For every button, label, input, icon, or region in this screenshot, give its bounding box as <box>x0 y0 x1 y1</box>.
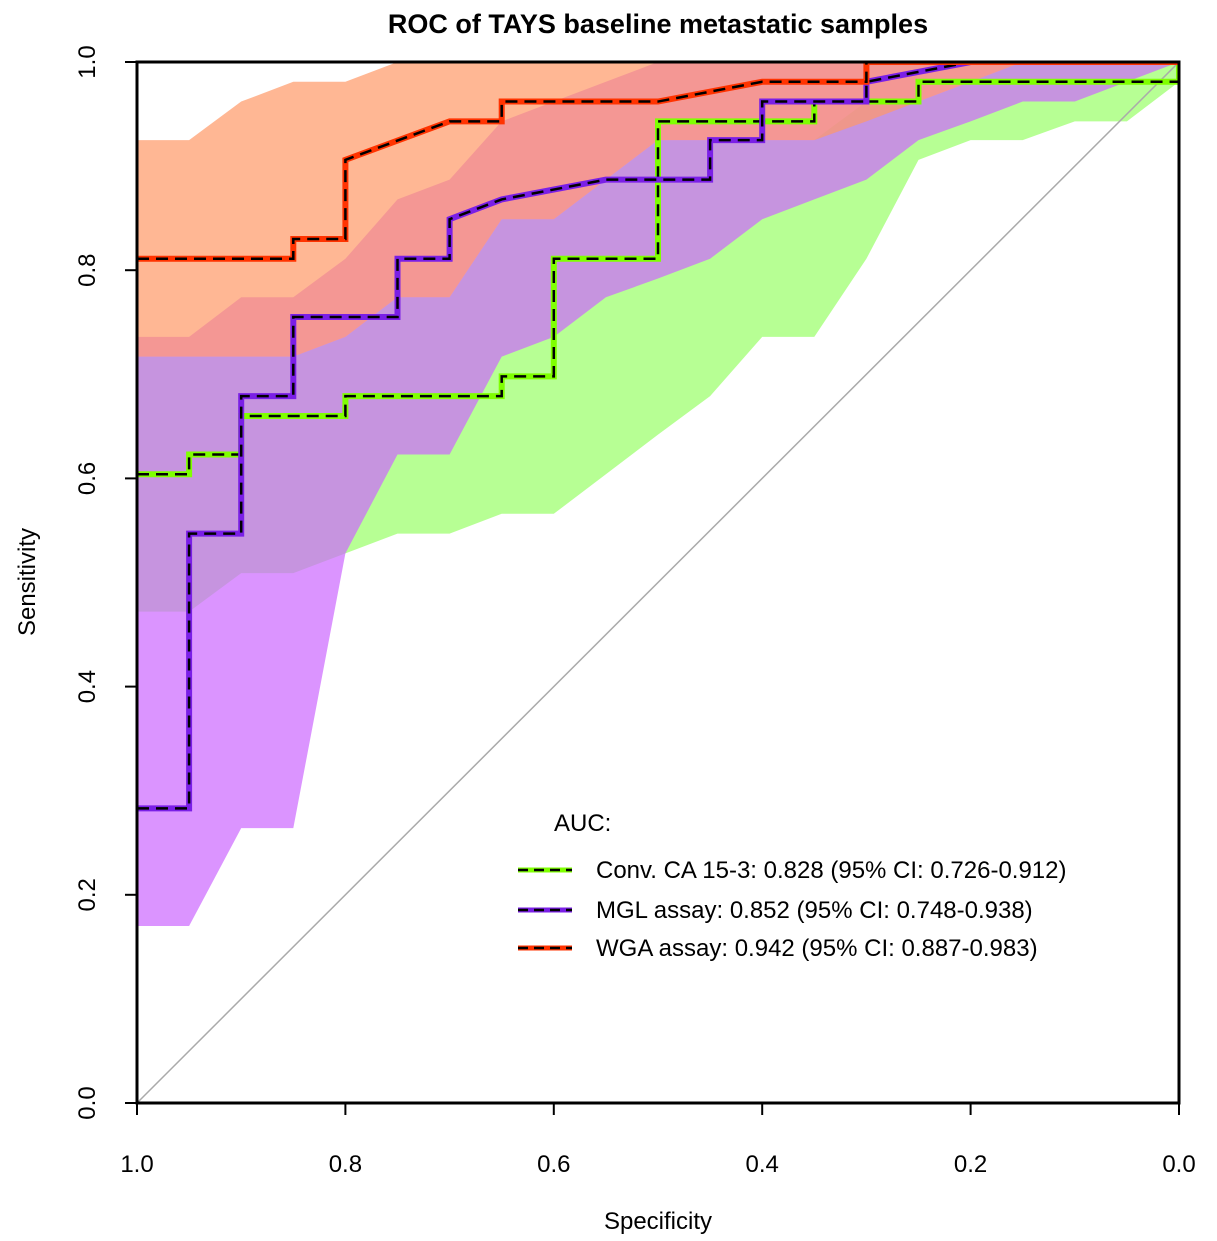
x-tick-label: 0.8 <box>329 1151 362 1178</box>
x-tick-label: 0.6 <box>537 1151 570 1178</box>
y-tick-label: 0.6 <box>74 462 101 495</box>
roc-curve-dash-mgl-assay <box>137 62 971 810</box>
y-tick-label: 0.8 <box>74 254 101 287</box>
y-axis-label: Sensitivity <box>14 528 41 636</box>
chart-title: ROC of TAYS baseline metastatic samples <box>388 9 928 39</box>
ci-band-conv-ca-15-3 <box>137 62 1179 612</box>
diagonal-line <box>136 61 1180 1104</box>
x-tick-label: 1.0 <box>120 1151 153 1178</box>
legend-entry-mgl-assay: MGL assay: 0.852 (95% CI: 0.748-0.938) <box>596 897 1033 924</box>
y-tick-label: 0.4 <box>74 670 101 703</box>
y-tick-label: 0.2 <box>74 878 101 911</box>
y-tick-label: 0.0 <box>74 1086 101 1119</box>
x-axis-label: Specificity <box>604 1208 712 1235</box>
legend-entry-conv-ca-15-3: Conv. CA 15-3: 0.828 (95% CI: 0.726-0.91… <box>596 857 1067 884</box>
y-tick-label: 1.0 <box>74 45 101 78</box>
x-tick-label: 0.4 <box>746 1151 779 1178</box>
x-tick-label: 0.0 <box>1162 1151 1195 1178</box>
x-tick-label: 0.2 <box>954 1151 987 1178</box>
roc-curves <box>137 62 1179 812</box>
diagonal-reference <box>136 61 1180 1104</box>
plot-frame <box>135 60 1181 1105</box>
axes: 1.0 0.8 0.6 0.4 0.2 0.0 0.0 0.2 0.4 0.6 0.8 1.0 <box>74 45 1196 1178</box>
legend: AUC: Conv. CA 15-3: 0.828 (95% CI: 0.726… <box>518 810 1067 962</box>
legend-entry-wga-assay: WGA assay: 0.942 (95% CI: 0.887-0.983) <box>596 935 1038 962</box>
legend-title: AUC: <box>554 810 611 837</box>
roc-curve-dash-wga-assay <box>137 62 1179 260</box>
